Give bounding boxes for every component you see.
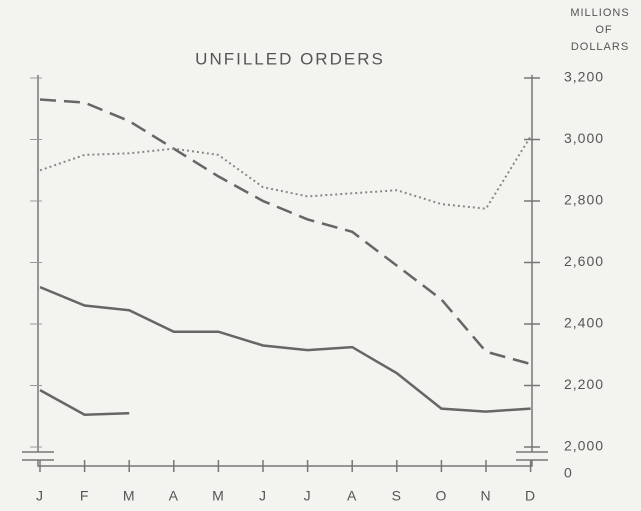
x-tick-label: A bbox=[347, 488, 357, 504]
x-tick-label: O bbox=[435, 488, 447, 504]
x-tick-label: A bbox=[169, 488, 179, 504]
line-series bbox=[39, 389, 130, 416]
y-axis-label: OF bbox=[595, 24, 612, 36]
x-tick-label: M bbox=[212, 488, 225, 504]
y-axis-label: MILLIONS bbox=[570, 7, 629, 19]
y-tick-label: 2,200 bbox=[564, 376, 604, 392]
x-tick-label: N bbox=[480, 488, 491, 504]
axis-break bbox=[22, 451, 548, 461]
line-series bbox=[39, 98, 531, 366]
x-tick-label: F bbox=[80, 488, 90, 504]
line-series bbox=[39, 135, 532, 210]
y-tick-label: 2,600 bbox=[564, 253, 604, 269]
x-tick-label: M bbox=[123, 488, 136, 504]
chart-title: UNFILLED ORDERS bbox=[195, 49, 385, 68]
x-tick-label: S bbox=[392, 488, 402, 504]
x-tick-label: J bbox=[259, 488, 267, 504]
x-tick-label: D bbox=[525, 488, 536, 504]
y-break-label: 0 bbox=[564, 465, 573, 481]
line-series bbox=[39, 285, 531, 413]
y-axis-label: DOLLARS bbox=[571, 41, 629, 53]
y-tick-label: 2,400 bbox=[564, 315, 604, 331]
y-tick-label: 2,800 bbox=[564, 192, 604, 208]
frame bbox=[37, 75, 533, 467]
y-tick-label: 3,000 bbox=[564, 130, 604, 146]
y-tick-label: 2,000 bbox=[564, 438, 604, 454]
x-tick-label: J bbox=[36, 488, 44, 504]
x-tick-label: J bbox=[304, 488, 312, 504]
y-tick-label: 3,200 bbox=[564, 69, 604, 85]
